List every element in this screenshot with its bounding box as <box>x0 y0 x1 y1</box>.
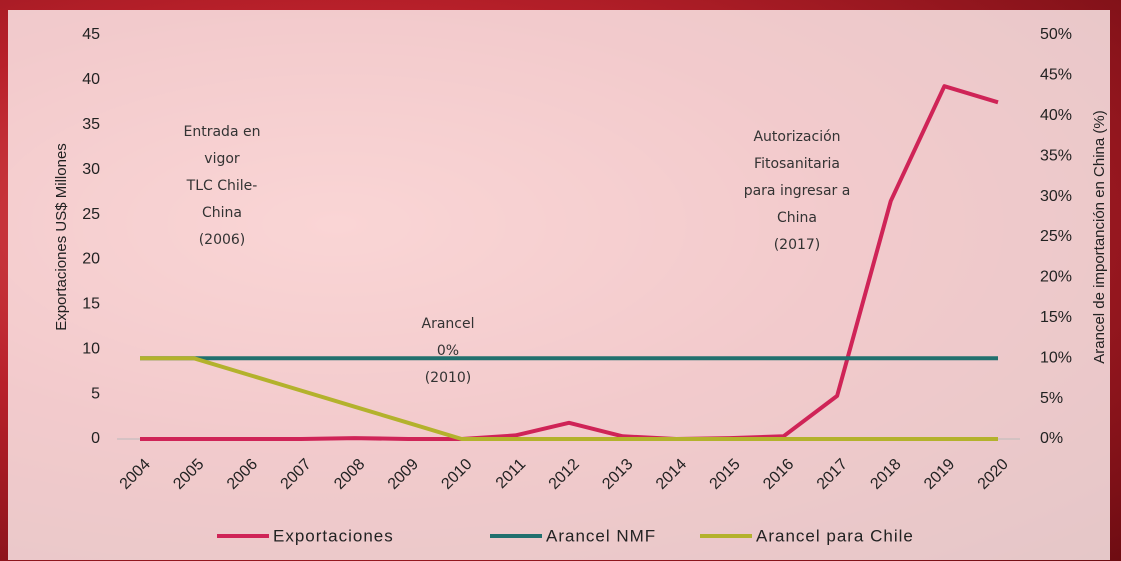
y2-tick-label: 20% <box>1040 269 1072 286</box>
y2-axis-label: Arancel de importanción en China (%) <box>1091 110 1108 363</box>
page: {"chart_data": {"type": "line", "y_label… <box>0 0 1121 561</box>
y-tick-label: 5 <box>91 385 100 402</box>
annotation: 0% <box>437 343 459 359</box>
annotation: vigor <box>204 151 240 167</box>
legend-label: Arancel para Chile <box>756 526 914 545</box>
y-tick-label: 25 <box>82 206 100 223</box>
y2-tick-label: 45% <box>1040 67 1072 84</box>
y2-tick-label: 5% <box>1040 390 1063 407</box>
y-tick-label: 30 <box>82 161 100 178</box>
annotation: para ingresar a <box>744 183 851 199</box>
y2-tick-label: 35% <box>1040 147 1072 164</box>
y-tick-label: 20 <box>82 251 100 268</box>
annotation: China <box>202 205 242 221</box>
chart: Exportaciones US$ Millones Arancel de im… <box>0 0 1121 561</box>
y2-tick-label: 30% <box>1040 188 1072 205</box>
y-tick-label: 10 <box>82 340 100 357</box>
annotation: (2017) <box>774 237 821 253</box>
annotation: (2006) <box>199 232 246 248</box>
y2-tick-label: 25% <box>1040 228 1072 245</box>
y-tick-label: 0 <box>91 430 100 447</box>
annotation: Autorización <box>753 129 840 145</box>
y2-tick-label: 15% <box>1040 309 1072 326</box>
annotation: TLC Chile- <box>186 178 258 194</box>
y-tick-label: 45 <box>82 26 100 43</box>
annotation: Entrada en <box>184 124 261 140</box>
annotation: Fitosanitaria <box>754 156 840 172</box>
y-tick-label: 15 <box>82 296 100 313</box>
y-tick-label: 35 <box>82 116 100 133</box>
y2-tick-label: 0% <box>1040 430 1063 447</box>
annotation: Arancel <box>422 316 475 332</box>
legend-label: Exportaciones <box>273 526 394 545</box>
legend-label: Arancel NMF <box>546 526 656 545</box>
y2-tick-label: 40% <box>1040 107 1072 124</box>
y2-tick-label: 10% <box>1040 349 1072 366</box>
y-axis-label: Exportaciones US$ Millones <box>53 143 70 331</box>
y-tick-label: 40 <box>82 71 100 88</box>
annotation: (2010) <box>425 370 472 386</box>
annotation: China <box>777 210 817 226</box>
y2-tick-label: 50% <box>1040 26 1072 43</box>
